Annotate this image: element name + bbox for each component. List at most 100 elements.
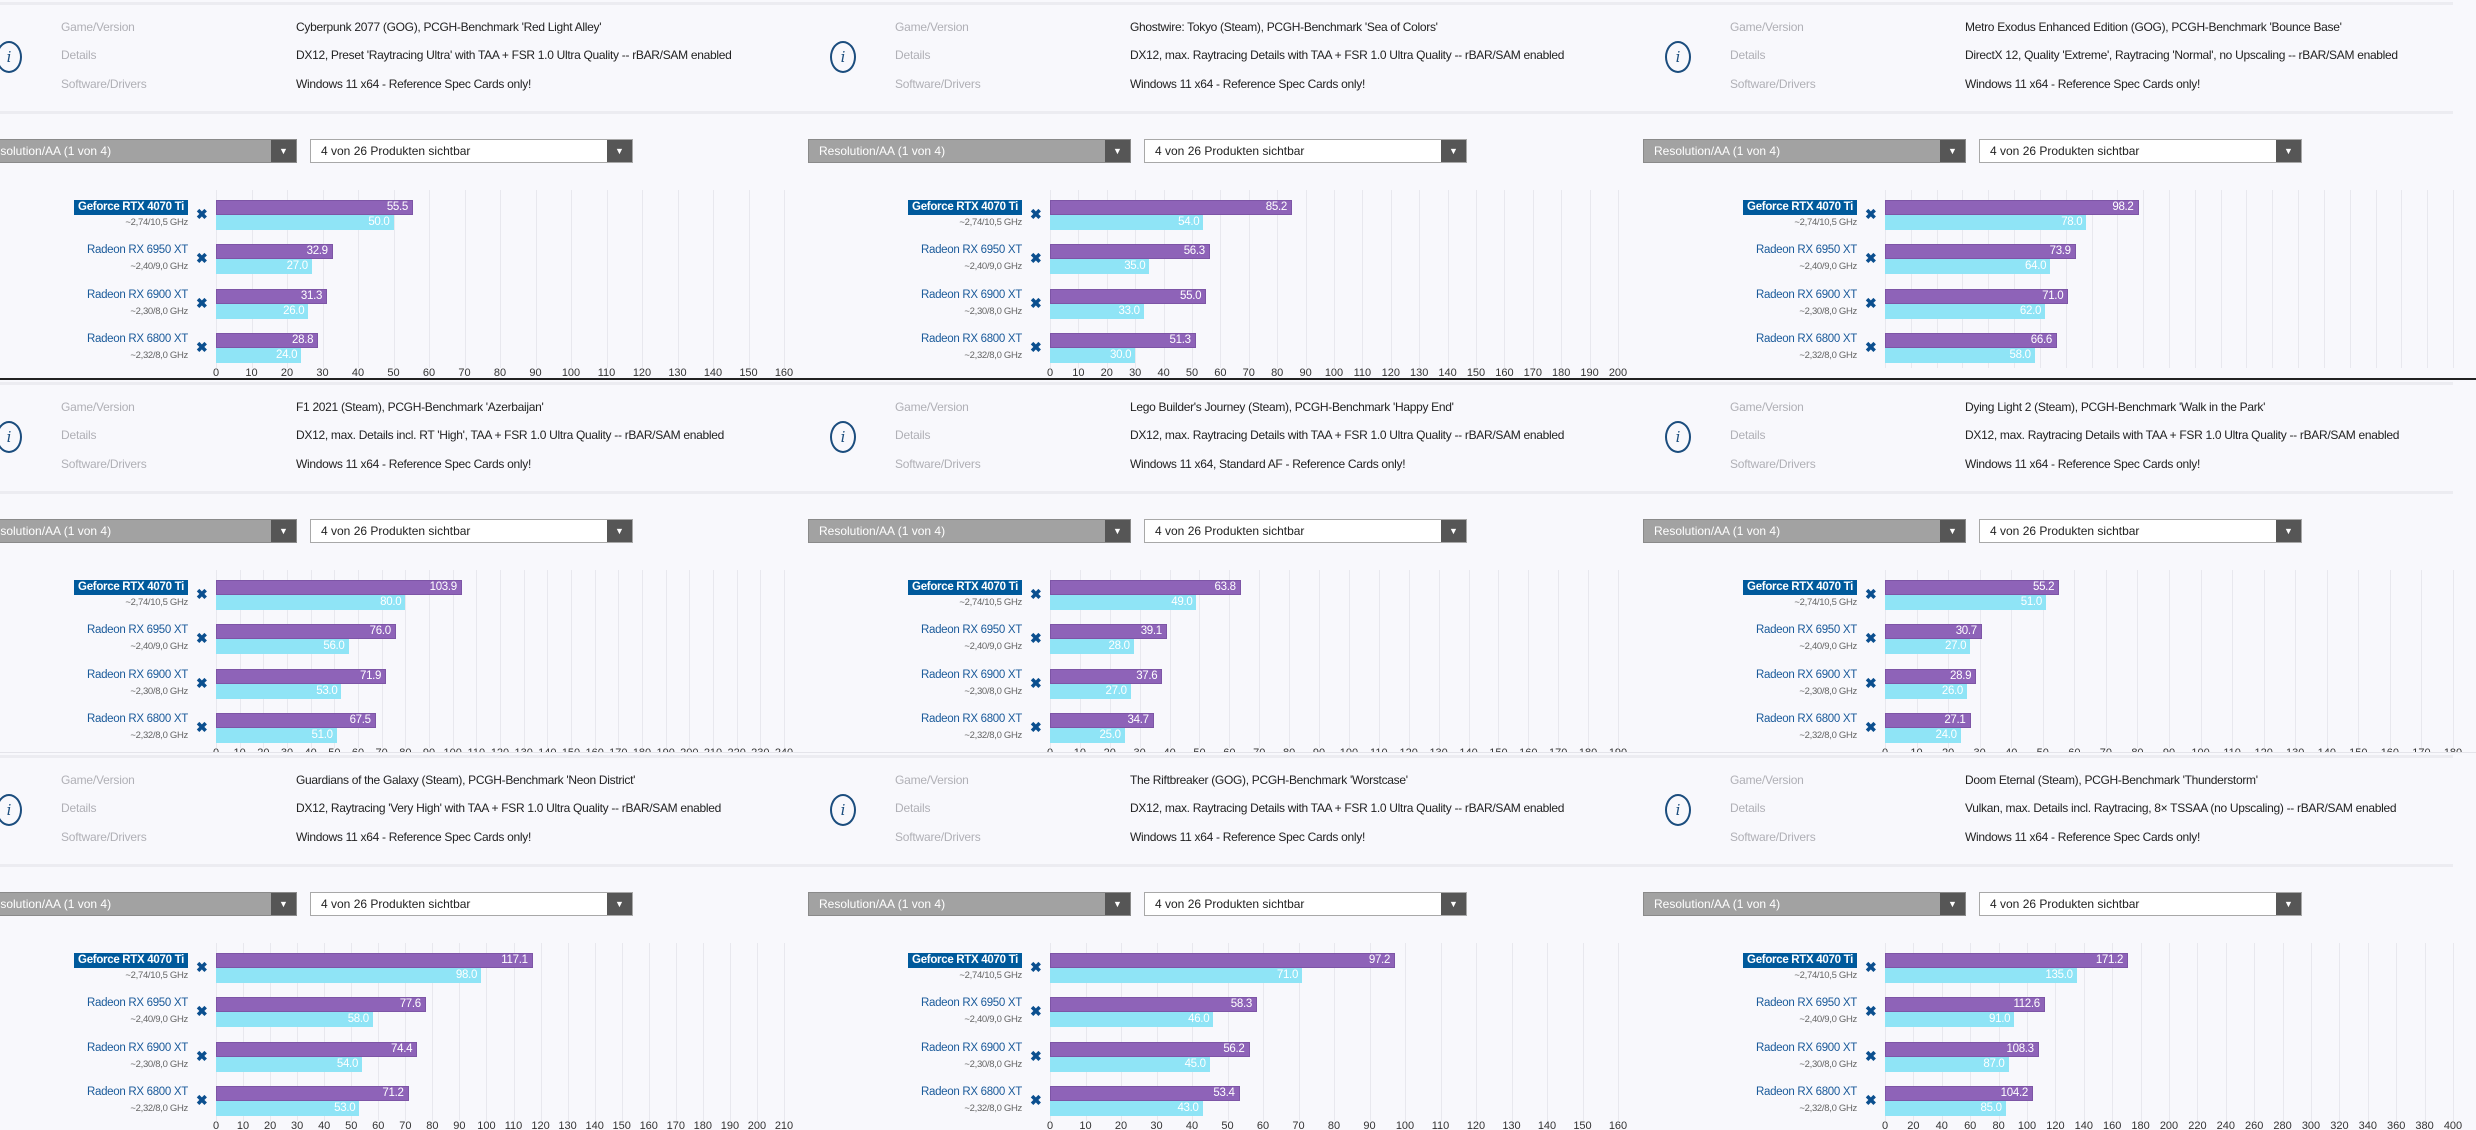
card-name[interactable]: Radeon RX 6950 XT [1755, 244, 1857, 257]
chevron-down-icon[interactable]: ▼ [271, 140, 296, 162]
remove-icon[interactable]: ✖ [1865, 250, 1877, 267]
chevron-down-icon[interactable]: ▼ [2276, 520, 2301, 542]
remove-icon[interactable]: ✖ [1030, 674, 1042, 691]
remove-icon[interactable]: ✖ [196, 630, 208, 647]
card-name[interactable]: Radeon RX 6950 XT [86, 997, 188, 1010]
card-name[interactable]: Radeon RX 6900 XT [920, 668, 1022, 681]
remove-icon[interactable]: ✖ [1865, 1047, 1877, 1064]
remove-icon[interactable]: ✖ [1030, 630, 1042, 647]
products-dropdown[interactable]: 4 von 26 Produkten sichtbar ▼ [1144, 892, 1467, 916]
card-name[interactable]: Radeon RX 6900 XT [1755, 288, 1857, 301]
info-icon[interactable]: i [0, 421, 22, 453]
chevron-down-icon[interactable]: ▼ [1105, 520, 1130, 542]
products-dropdown[interactable]: 4 von 26 Produkten sichtbar ▼ [310, 139, 633, 163]
remove-icon[interactable]: ✖ [196, 338, 208, 355]
remove-icon[interactable]: ✖ [196, 959, 208, 975]
info-icon[interactable]: i [830, 794, 856, 826]
remove-icon[interactable]: ✖ [1030, 1047, 1042, 1064]
remove-icon[interactable]: ✖ [196, 1091, 208, 1108]
chevron-down-icon[interactable]: ▼ [607, 893, 632, 915]
remove-icon[interactable]: ✖ [1030, 1003, 1042, 1020]
resolution-dropdown[interactable]: Resolution/AA (1 von 4) ▼ [1643, 139, 1966, 163]
remove-icon[interactable]: ✖ [196, 250, 208, 267]
chevron-down-icon[interactable]: ▼ [2276, 140, 2301, 162]
resolution-dropdown[interactable]: Resolution/AA (1 von 4) ▼ [0, 892, 297, 916]
remove-icon[interactable]: ✖ [196, 1003, 208, 1020]
card-name[interactable]: Radeon RX 6800 XT [920, 712, 1022, 725]
resolution-dropdown[interactable]: Resolution/AA (1 von 4) ▼ [808, 139, 1131, 163]
remove-icon[interactable]: ✖ [1030, 250, 1042, 267]
chevron-down-icon[interactable]: ▼ [2276, 893, 2301, 915]
card-name[interactable]: Radeon RX 6950 XT [1755, 624, 1857, 637]
resolution-dropdown[interactable]: Resolution/AA (1 von 4) ▼ [808, 892, 1131, 916]
products-dropdown[interactable]: 4 von 26 Produkten sichtbar ▼ [1979, 892, 2302, 916]
info-icon[interactable]: i [830, 41, 856, 73]
remove-icon[interactable]: ✖ [1865, 586, 1877, 602]
card-name[interactable]: Radeon RX 6950 XT [86, 624, 188, 637]
card-name[interactable]: Radeon RX 6800 XT [86, 1085, 188, 1098]
info-icon[interactable]: i [0, 794, 22, 826]
chevron-down-icon[interactable]: ▼ [1441, 893, 1466, 915]
card-name[interactable]: Radeon RX 6800 XT [920, 332, 1022, 345]
products-dropdown[interactable]: 4 von 26 Produkten sichtbar ▼ [1979, 519, 2302, 543]
remove-icon[interactable]: ✖ [196, 206, 208, 222]
remove-icon[interactable]: ✖ [1865, 718, 1877, 735]
card-name[interactable]: Radeon RX 6950 XT [920, 244, 1022, 257]
info-icon[interactable]: i [830, 421, 856, 453]
remove-icon[interactable]: ✖ [1030, 338, 1042, 355]
remove-icon[interactable]: ✖ [1030, 206, 1042, 222]
card-name[interactable]: Geforce RTX 4070 Ti [908, 200, 1022, 215]
chevron-down-icon[interactable]: ▼ [1940, 520, 1965, 542]
remove-icon[interactable]: ✖ [196, 1047, 208, 1064]
card-name[interactable]: Geforce RTX 4070 Ti [74, 953, 188, 968]
card-name[interactable]: Radeon RX 6800 XT [86, 332, 188, 345]
card-name[interactable]: Geforce RTX 4070 Ti [1743, 580, 1857, 595]
card-name[interactable]: Radeon RX 6800 XT [1755, 1085, 1857, 1098]
remove-icon[interactable]: ✖ [1865, 674, 1877, 691]
products-dropdown[interactable]: 4 von 26 Produkten sichtbar ▼ [310, 892, 633, 916]
card-name[interactable]: Geforce RTX 4070 Ti [908, 953, 1022, 968]
info-icon[interactable]: i [1665, 421, 1691, 453]
chevron-down-icon[interactable]: ▼ [1105, 893, 1130, 915]
chevron-down-icon[interactable]: ▼ [1940, 893, 1965, 915]
remove-icon[interactable]: ✖ [1865, 630, 1877, 647]
card-name[interactable]: Geforce RTX 4070 Ti [1743, 200, 1857, 215]
card-name[interactable]: Radeon RX 6800 XT [1755, 332, 1857, 345]
card-name[interactable]: Radeon RX 6900 XT [920, 288, 1022, 301]
info-icon[interactable]: i [0, 41, 22, 73]
resolution-dropdown[interactable]: Resolution/AA (1 von 4) ▼ [0, 519, 297, 543]
card-name[interactable]: Radeon RX 6800 XT [86, 712, 188, 725]
info-icon[interactable]: i [1665, 41, 1691, 73]
remove-icon[interactable]: ✖ [1865, 338, 1877, 355]
remove-icon[interactable]: ✖ [196, 718, 208, 735]
card-name[interactable]: Radeon RX 6950 XT [920, 997, 1022, 1010]
remove-icon[interactable]: ✖ [1030, 1091, 1042, 1108]
remove-icon[interactable]: ✖ [1865, 206, 1877, 222]
products-dropdown[interactable]: 4 von 26 Produkten sichtbar ▼ [1144, 519, 1467, 543]
chevron-down-icon[interactable]: ▼ [271, 893, 296, 915]
remove-icon[interactable]: ✖ [1030, 718, 1042, 735]
resolution-dropdown[interactable]: Resolution/AA (1 von 4) ▼ [1643, 892, 1966, 916]
remove-icon[interactable]: ✖ [196, 294, 208, 311]
card-name[interactable]: Radeon RX 6950 XT [86, 244, 188, 257]
card-name[interactable]: Radeon RX 6900 XT [86, 1041, 188, 1054]
chevron-down-icon[interactable]: ▼ [1105, 140, 1130, 162]
remove-icon[interactable]: ✖ [1030, 959, 1042, 975]
card-name[interactable]: Radeon RX 6800 XT [1755, 712, 1857, 725]
card-name[interactable]: Geforce RTX 4070 Ti [908, 580, 1022, 595]
resolution-dropdown[interactable]: Resolution/AA (1 von 4) ▼ [1643, 519, 1966, 543]
card-name[interactable]: Radeon RX 6800 XT [920, 1085, 1022, 1098]
chevron-down-icon[interactable]: ▼ [607, 520, 632, 542]
resolution-dropdown[interactable]: Resolution/AA (1 von 4) ▼ [808, 519, 1131, 543]
remove-icon[interactable]: ✖ [1030, 294, 1042, 311]
chevron-down-icon[interactable]: ▼ [607, 140, 632, 162]
remove-icon[interactable]: ✖ [196, 586, 208, 602]
chevron-down-icon[interactable]: ▼ [1441, 140, 1466, 162]
info-icon[interactable]: i [1665, 794, 1691, 826]
remove-icon[interactable]: ✖ [1865, 959, 1877, 975]
products-dropdown[interactable]: 4 von 26 Produkten sichtbar ▼ [310, 519, 633, 543]
chevron-down-icon[interactable]: ▼ [1940, 140, 1965, 162]
card-name[interactable]: Geforce RTX 4070 Ti [74, 580, 188, 595]
card-name[interactable]: Radeon RX 6900 XT [86, 288, 188, 301]
chevron-down-icon[interactable]: ▼ [1441, 520, 1466, 542]
